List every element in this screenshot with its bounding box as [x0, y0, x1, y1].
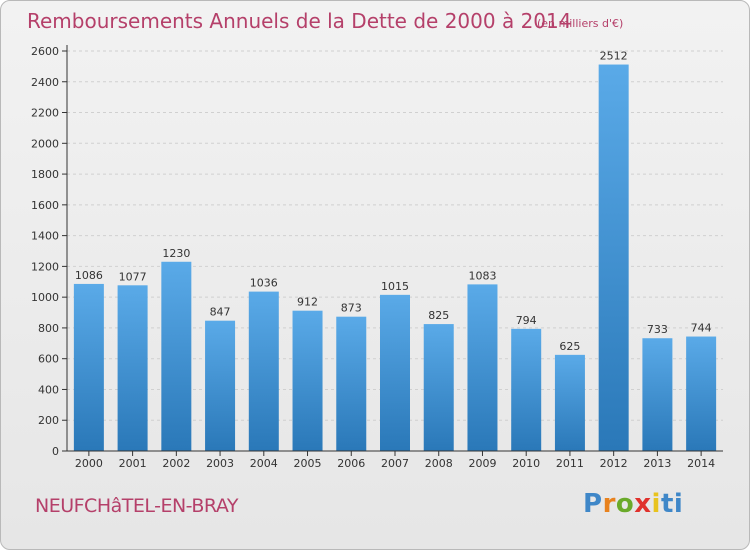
logo-letter: o — [615, 489, 635, 519]
x-tick-label: 2008 — [425, 457, 453, 470]
data-label: 1083 — [468, 269, 496, 282]
x-tick-label: 2013 — [643, 457, 671, 470]
y-tick-label: 2600 — [31, 45, 59, 58]
x-tick-label: 2005 — [294, 457, 322, 470]
data-label: 744 — [691, 322, 712, 335]
x-tick-label: 2001 — [119, 457, 147, 470]
bar — [686, 336, 717, 451]
y-tick-label: 800 — [38, 322, 59, 335]
bar — [248, 291, 279, 451]
y-tick-label: 400 — [38, 383, 59, 396]
data-label: 1077 — [119, 270, 147, 283]
logo-letter: t — [660, 489, 674, 519]
data-label: 873 — [341, 302, 362, 315]
data-label: 1036 — [250, 277, 278, 290]
y-tick-label: 1400 — [31, 230, 59, 243]
data-label: 825 — [428, 309, 449, 322]
data-label: 847 — [210, 306, 231, 319]
x-tick-label: 2004 — [250, 457, 278, 470]
bar-chart: 1086 1077 1230 847 1036 912 873 1015 825 1083 794 6… — [31, 45, 723, 470]
bar — [598, 64, 629, 452]
bar — [336, 316, 367, 451]
chart-title: Remboursements Annuels de la Dette de 20… — [27, 9, 572, 33]
x-tick-label: 2011 — [556, 457, 584, 470]
logo-letter: i — [673, 489, 684, 519]
data-label: 2512 — [600, 50, 628, 63]
x-tick-label: 2000 — [75, 457, 103, 470]
y-tick-label: 2000 — [31, 137, 59, 150]
location-label: NEUFCHâTEL-EN-BRAY — [35, 495, 238, 517]
x-tick-label: 2003 — [206, 457, 234, 470]
x-tick-label: 2014 — [687, 457, 715, 470]
y-tick-label: 0 — [52, 445, 59, 458]
bar — [117, 285, 148, 451]
proxiti-logo: Proxiti — [583, 489, 683, 519]
y-tick-label: 1200 — [31, 260, 59, 273]
bar — [423, 324, 454, 451]
bar — [467, 284, 498, 451]
y-tick-label: 2200 — [31, 107, 59, 120]
y-tick-label: 1800 — [31, 168, 59, 181]
data-label: 1086 — [75, 269, 103, 282]
x-tick-label: 2006 — [337, 457, 365, 470]
y-tick-label: 200 — [38, 414, 59, 427]
bar — [554, 354, 585, 451]
bar — [205, 320, 236, 451]
bar — [161, 261, 192, 451]
x-tick-label: 2009 — [468, 457, 496, 470]
y-tick-label: 1000 — [31, 291, 59, 304]
data-label: 1015 — [381, 280, 409, 293]
bars: 1086 1077 1230 847 1036 912 873 1015 825 1083 794 6… — [73, 50, 717, 452]
data-label: 912 — [297, 296, 318, 309]
x-tick-label: 2007 — [381, 457, 409, 470]
logo-letter: P — [583, 489, 603, 519]
data-label: 1230 — [162, 247, 190, 260]
x-tick-label: 2002 — [162, 457, 190, 470]
y-tick-label: 600 — [38, 353, 59, 366]
x-tick-label: 2012 — [600, 457, 628, 470]
y-tick-label: 1600 — [31, 199, 59, 212]
axes: 0 200 400 600 800 1000 1200 1400 1600 1800 2000 220… — [31, 45, 723, 470]
bar — [380, 294, 410, 451]
logo-letter: r — [602, 489, 616, 519]
y-tick-label: 2400 — [31, 76, 59, 89]
chart-subtitle: (en milliers d'€) — [537, 17, 624, 30]
data-label: 625 — [559, 340, 580, 353]
data-label: 794 — [516, 314, 537, 327]
bar — [511, 328, 542, 451]
x-tick-label: 2010 — [512, 457, 540, 470]
bar — [73, 283, 104, 451]
data-label: 733 — [647, 323, 668, 336]
bar — [642, 338, 673, 451]
bar — [292, 310, 323, 451]
logo-letter: i — [651, 489, 661, 519]
logo-letter: x — [634, 489, 652, 519]
